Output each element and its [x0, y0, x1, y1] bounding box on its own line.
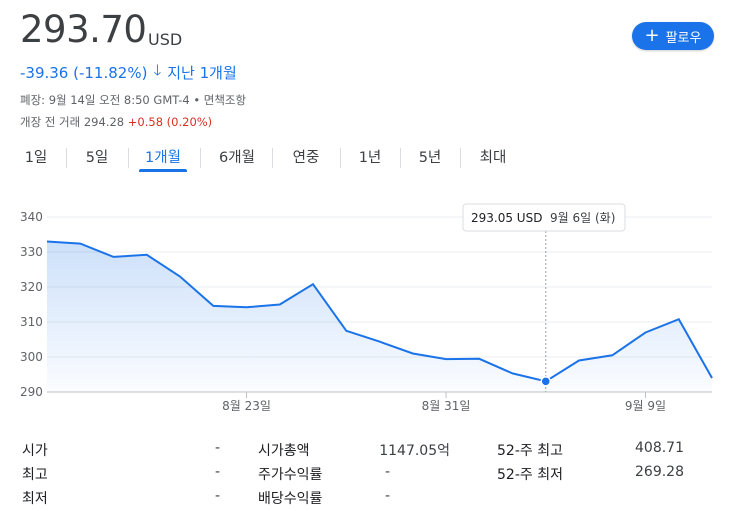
- premarket-change: +0.58 (0.20%): [127, 115, 213, 129]
- stat-label: 52-주 최저: [497, 467, 563, 483]
- stat-label: 주가수익률: [258, 467, 323, 483]
- stat-label: 52-주 최고: [497, 443, 563, 459]
- stock-price: 293.70: [20, 8, 147, 51]
- premarket-info: 개장 전 거래 294.28 +0.58 (0.20%): [20, 114, 212, 130]
- price-change: -39.36 (-11.82%) 🡓 지난 1개월: [20, 60, 237, 85]
- range-tabs: 1일 5일 1개월 6개월 연중 1년 5년 최대: [0, 142, 750, 172]
- tab-divider: [460, 148, 461, 168]
- tab-divider: [400, 148, 401, 168]
- x-tick-label: 8월 23일: [222, 399, 271, 413]
- stat-value: 269.28: [635, 464, 684, 480]
- price-line: [46, 240, 713, 383]
- stat-value: -: [214, 440, 220, 456]
- stat-label: 시가총액: [258, 443, 310, 459]
- stat-value: -: [384, 464, 390, 480]
- tab-divider: [272, 148, 273, 168]
- price-chart[interactable]: 290 300 310 320 330 340 8월 23일 8월 31일 9월 9일 293…: [0, 195, 750, 425]
- tab-6m[interactable]: 6개월: [219, 150, 255, 166]
- price-area: [47, 241, 712, 392]
- chart-tooltip: 293.05 USD 9월 6일 (화): [462, 203, 626, 232]
- tab-max[interactable]: 최대: [479, 150, 507, 166]
- stat-label: 시가: [22, 443, 48, 459]
- tab-ytd[interactable]: 연중: [292, 150, 320, 166]
- premarket-label: 개장 전 거래 294.28: [20, 115, 125, 129]
- stat-label: 최고: [22, 467, 48, 483]
- tooltip-date: 9월 6일 (화): [550, 211, 615, 225]
- y-tick-label: 330: [20, 245, 43, 259]
- arrow-down-icon: 🡓: [153, 61, 162, 79]
- close-info: 폐장: 9월 14일 오전 8:50 GMT-4 • 면책조항: [20, 93, 247, 107]
- stat-value: -: [214, 464, 220, 480]
- plus-icon: +: [644, 25, 660, 46]
- tab-1d[interactable]: 1일: [24, 150, 48, 166]
- tab-divider: [200, 148, 201, 168]
- stat-value: -: [384, 488, 390, 504]
- tab-divider: [128, 148, 129, 168]
- stat-value: -: [214, 488, 220, 504]
- tab-divider: [340, 148, 341, 168]
- stat-label: 배당수익률: [258, 491, 323, 507]
- tab-divider: [66, 148, 67, 168]
- tab-1y[interactable]: 1년: [358, 150, 382, 166]
- tab-5y[interactable]: 5년: [418, 150, 442, 166]
- stat-value: 408.71: [635, 440, 684, 456]
- currency-label: USD: [148, 30, 183, 49]
- follow-button[interactable]: + 팔로우: [632, 22, 714, 50]
- change-period: 지난 1개월: [167, 64, 237, 82]
- y-tick-label: 290: [20, 385, 43, 399]
- stat-value: 1147.05억: [379, 443, 450, 459]
- tab-5d[interactable]: 5일: [85, 150, 109, 166]
- y-tick-label: 340: [20, 210, 43, 224]
- x-tick-label: 8월 31일: [422, 399, 471, 413]
- y-tick-label: 320: [20, 280, 43, 294]
- change-value: -39.36 (-11.82%): [20, 63, 148, 82]
- follow-label: 팔로우: [665, 30, 702, 46]
- hover-point: [540, 376, 551, 387]
- y-tick-label: 310: [20, 315, 43, 329]
- active-tab-indicator: [139, 169, 187, 172]
- stat-label: 최저: [22, 491, 48, 507]
- x-tick-label: 9월 9일: [625, 399, 666, 413]
- tooltip-price: 293.05 USD: [471, 211, 542, 225]
- y-tick-label: 300: [20, 350, 43, 364]
- tab-1m[interactable]: 1개월: [145, 150, 181, 166]
